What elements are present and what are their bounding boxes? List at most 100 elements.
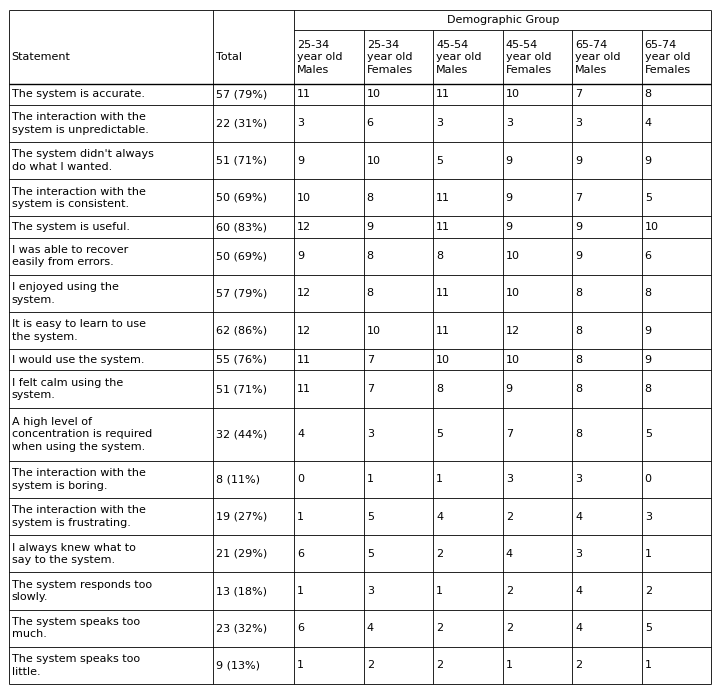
Text: 5: 5 — [366, 549, 374, 559]
Text: 8: 8 — [366, 252, 374, 261]
Text: 3: 3 — [505, 118, 513, 129]
Text: 10: 10 — [297, 193, 311, 203]
Text: 5: 5 — [436, 155, 444, 166]
Text: 8: 8 — [644, 384, 652, 394]
Text: 2: 2 — [436, 661, 444, 670]
Text: A high level of
concentration is required
when using the system.: A high level of concentration is require… — [12, 417, 152, 452]
Text: 8: 8 — [366, 288, 374, 299]
Text: 1: 1 — [644, 661, 652, 670]
Text: 6: 6 — [366, 118, 374, 129]
Text: 9: 9 — [505, 193, 513, 203]
Text: 11: 11 — [436, 288, 450, 299]
Text: The interaction with the
system is unpredictable.: The interaction with the system is unpre… — [12, 113, 148, 135]
Text: 10: 10 — [505, 89, 520, 100]
Text: 1: 1 — [297, 512, 305, 522]
Text: 19 (27%): 19 (27%) — [216, 512, 267, 522]
Text: It is easy to learn to use
the system.: It is easy to learn to use the system. — [12, 319, 145, 342]
Text: 9: 9 — [505, 384, 513, 394]
Text: 8: 8 — [575, 355, 582, 365]
Text: 2: 2 — [505, 586, 513, 596]
Text: 57 (79%): 57 (79%) — [216, 288, 267, 299]
Text: 5: 5 — [436, 429, 444, 439]
Text: 9: 9 — [297, 252, 305, 261]
Text: 45-54
year old
Females: 45-54 year old Females — [505, 39, 552, 75]
Text: 9: 9 — [644, 155, 652, 166]
Text: 1: 1 — [297, 661, 305, 670]
Text: 8: 8 — [436, 252, 444, 261]
Text: 9: 9 — [505, 155, 513, 166]
Text: 8: 8 — [366, 193, 374, 203]
Text: 12: 12 — [297, 222, 311, 232]
Text: 6: 6 — [297, 623, 305, 633]
Text: I always knew what to
say to the system.: I always knew what to say to the system. — [12, 542, 135, 565]
Text: The interaction with the
system is frustrating.: The interaction with the system is frust… — [12, 506, 145, 528]
Text: The interaction with the
system is consistent.: The interaction with the system is consi… — [12, 187, 145, 209]
Text: I would use the system.: I would use the system. — [12, 355, 144, 365]
Text: 11: 11 — [436, 193, 450, 203]
Text: 23 (32%): 23 (32%) — [216, 623, 267, 633]
Text: 3: 3 — [644, 512, 652, 522]
Text: 9: 9 — [366, 222, 374, 232]
Text: The interaction with the
system is boring.: The interaction with the system is borin… — [12, 468, 145, 491]
Text: 7: 7 — [366, 384, 374, 394]
Text: I was able to recover
easily from errors.: I was able to recover easily from errors… — [12, 245, 127, 267]
Text: 2: 2 — [505, 623, 513, 633]
Text: 11: 11 — [436, 222, 450, 232]
Text: 62 (86%): 62 (86%) — [216, 325, 267, 336]
Text: 9: 9 — [297, 155, 305, 166]
Text: 10: 10 — [436, 355, 450, 365]
Text: 9: 9 — [644, 325, 652, 336]
Text: 4: 4 — [366, 623, 374, 633]
Text: 8 (11%): 8 (11%) — [216, 475, 260, 484]
Text: 4: 4 — [575, 623, 582, 633]
Text: I enjoyed using the
system.: I enjoyed using the system. — [12, 283, 118, 305]
Text: 25-34
year old
Males: 25-34 year old Males — [297, 39, 343, 75]
Text: 9: 9 — [575, 222, 582, 232]
Text: 10: 10 — [366, 89, 381, 100]
Text: 51 (71%): 51 (71%) — [216, 155, 267, 166]
Text: 0: 0 — [644, 475, 652, 484]
Text: 50 (69%): 50 (69%) — [216, 193, 267, 203]
Text: Demographic Group: Demographic Group — [446, 15, 559, 26]
Text: 9: 9 — [575, 252, 582, 261]
Text: 8: 8 — [575, 429, 582, 439]
Text: 11: 11 — [297, 355, 311, 365]
Text: 4: 4 — [575, 586, 582, 596]
Text: 12: 12 — [297, 288, 311, 299]
Text: 60 (83%): 60 (83%) — [216, 222, 267, 232]
Text: 3: 3 — [575, 118, 582, 129]
Text: 50 (69%): 50 (69%) — [216, 252, 267, 261]
Text: 2: 2 — [505, 512, 513, 522]
Text: 2: 2 — [436, 549, 444, 559]
Text: 11: 11 — [436, 89, 450, 100]
Text: 8: 8 — [575, 288, 582, 299]
Text: 57 (79%): 57 (79%) — [216, 89, 267, 100]
Text: 4: 4 — [436, 512, 444, 522]
Text: 22 (31%): 22 (31%) — [216, 118, 267, 129]
Text: 8: 8 — [436, 384, 444, 394]
Text: The system is accurate.: The system is accurate. — [12, 89, 145, 100]
Text: The system responds too
slowly.: The system responds too slowly. — [12, 580, 152, 603]
Text: 9: 9 — [505, 222, 513, 232]
Text: 51 (71%): 51 (71%) — [216, 384, 267, 394]
Text: 1: 1 — [644, 549, 652, 559]
Text: 10: 10 — [366, 325, 381, 336]
Text: 10: 10 — [644, 222, 659, 232]
Text: 6: 6 — [644, 252, 652, 261]
Text: 11: 11 — [297, 384, 311, 394]
Text: 32 (44%): 32 (44%) — [216, 429, 267, 439]
Text: 7: 7 — [366, 355, 374, 365]
Text: 7: 7 — [505, 429, 513, 439]
Text: 8: 8 — [644, 288, 652, 299]
Text: 7: 7 — [575, 193, 582, 203]
Text: 1: 1 — [436, 475, 444, 484]
Text: 3: 3 — [297, 118, 305, 129]
Text: The system didn't always
do what I wanted.: The system didn't always do what I wante… — [12, 149, 153, 172]
Text: 0: 0 — [297, 475, 305, 484]
Text: 7: 7 — [575, 89, 582, 100]
Text: 11: 11 — [297, 89, 311, 100]
Text: 3: 3 — [575, 475, 582, 484]
Text: 6: 6 — [297, 549, 305, 559]
Text: 3: 3 — [505, 475, 513, 484]
Text: 8: 8 — [575, 384, 582, 394]
